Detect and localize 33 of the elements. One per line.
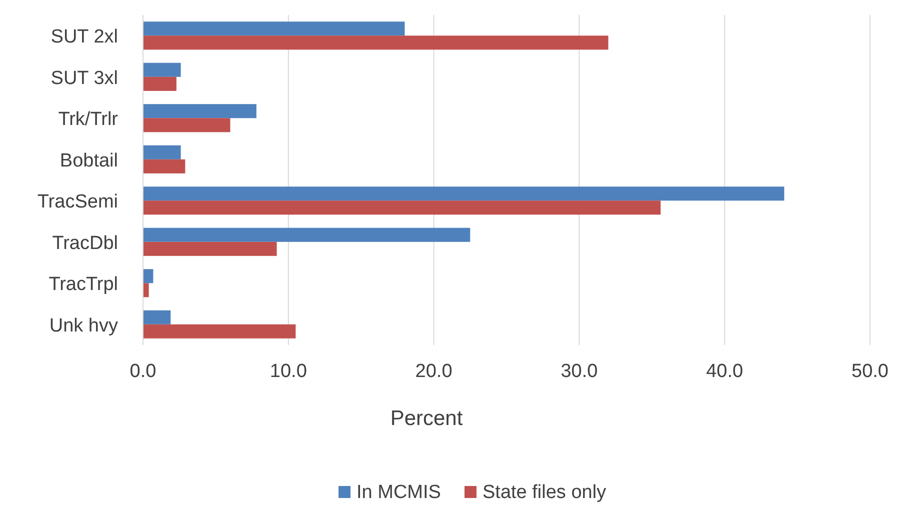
- x-tick-label: 50.0: [852, 361, 888, 382]
- bar: [143, 186, 784, 201]
- bar: [143, 104, 256, 118]
- bar: [143, 22, 405, 36]
- bar: [143, 310, 171, 324]
- bar: [143, 269, 154, 284]
- bar: [143, 118, 230, 132]
- x-tick-label: 40.0: [706, 361, 744, 382]
- y-tick-label: TracDbl: [52, 232, 118, 254]
- y-tick-label: TracSemi: [37, 192, 118, 213]
- x-tick-label: 10.0: [270, 361, 307, 382]
- legend-label: State files only: [482, 482, 607, 503]
- bar: [143, 145, 181, 160]
- bar: [143, 76, 176, 91]
- bar: [143, 242, 277, 256]
- bar: [143, 200, 661, 215]
- x-tick-label: 30.0: [560, 361, 598, 382]
- x-tick-label: 20.0: [415, 361, 452, 382]
- y-tick-label: Bobtail: [60, 150, 118, 172]
- y-tick-label: SUT 2xl: [50, 26, 118, 48]
- y-tick-label: Trk/Trlr: [58, 109, 119, 130]
- y-tick-label: TracTrpl: [48, 274, 118, 296]
- x-tick-label: 0.0: [130, 361, 156, 382]
- bar: [143, 36, 608, 50]
- y-tick-label: SUT 3xl: [50, 68, 118, 89]
- bar: [143, 283, 149, 298]
- x-axis-title: Percent: [390, 407, 463, 430]
- legend-label: In MCMIS: [356, 482, 441, 503]
- bar: [143, 228, 470, 242]
- bar: [143, 159, 186, 174]
- y-tick-label: Unk hvy: [49, 315, 118, 336]
- bar: [143, 62, 181, 77]
- bar: [143, 324, 296, 338]
